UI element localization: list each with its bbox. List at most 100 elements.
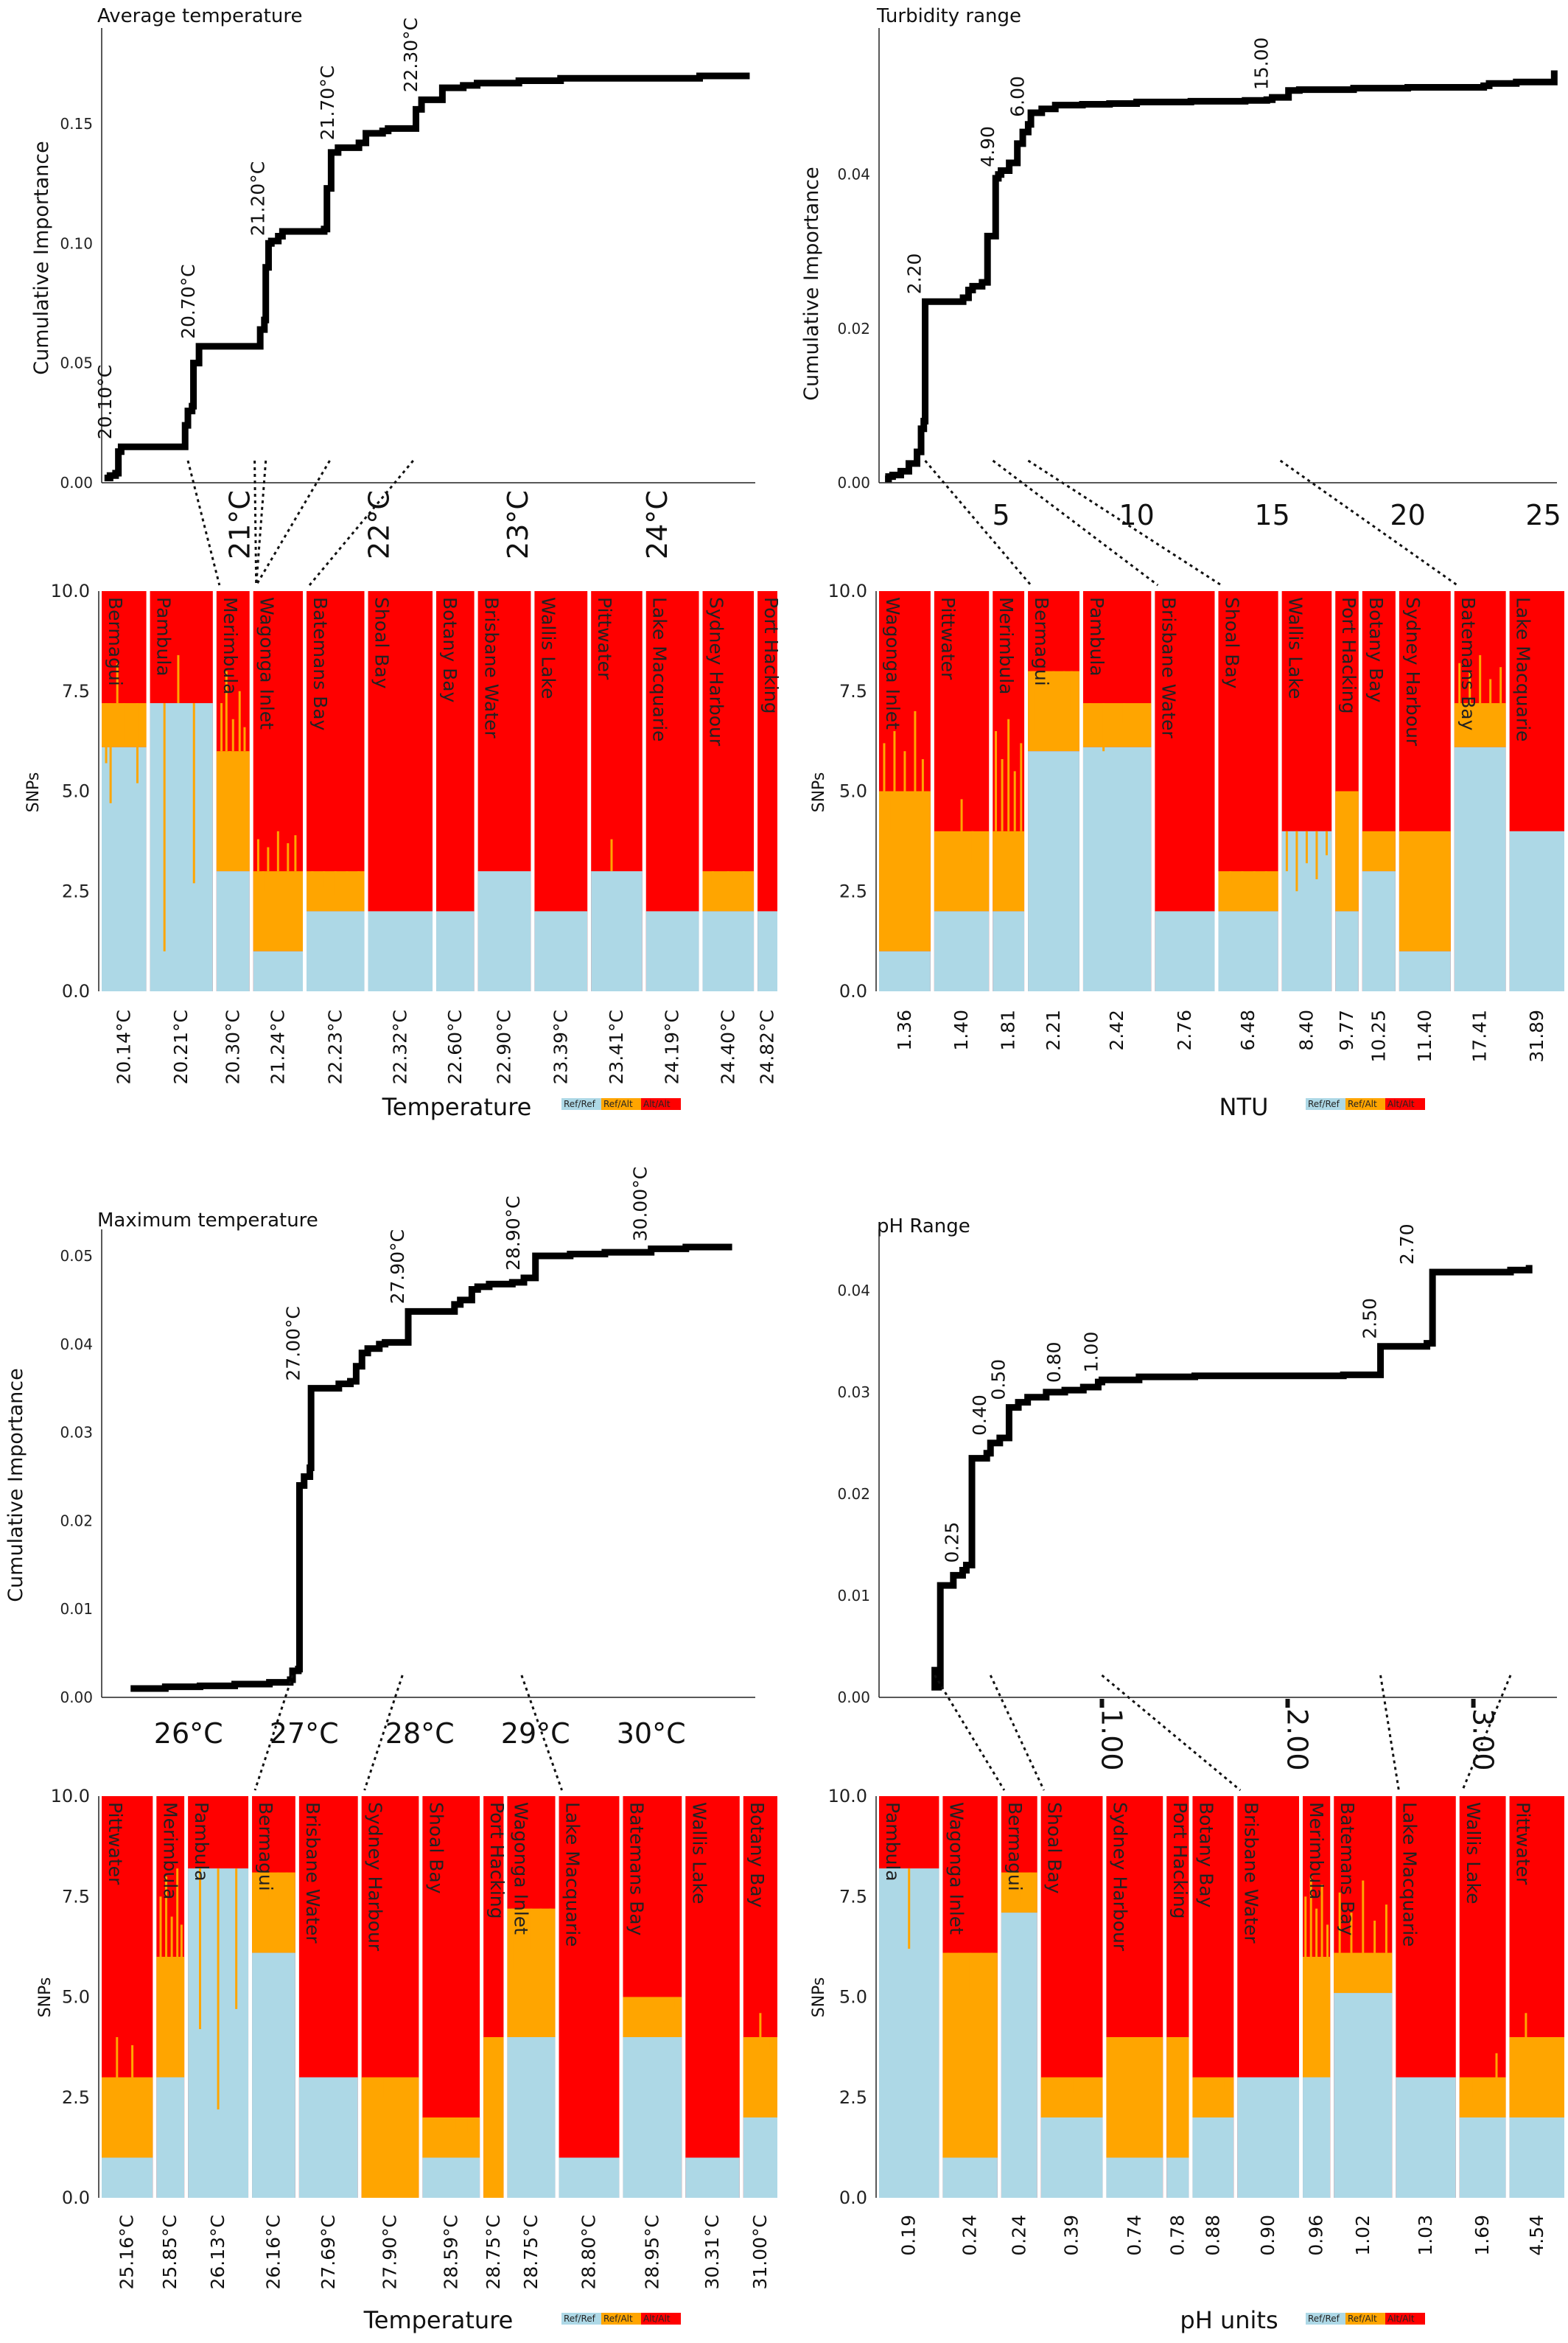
site-value-label: 0.24 [1008,2215,1029,2256]
site-name-label: Merimbula [159,1802,181,1900]
snp-y-tick-label: 10.0 [51,1786,90,1806]
ref-ref-segment [156,2077,185,2198]
threshold-label: 0.80 [1043,1341,1065,1383]
site-bar-bermagui: Bermagui 26.16°C [252,1796,295,2290]
threshold-label: 20.10°C [94,365,116,440]
site-value-label: 10.25 [1368,1010,1389,1063]
site-bar-pambula: Pambula 20.21°C [150,591,213,1085]
ref-ref-segment [1509,831,1564,991]
ref-ref-segment [1454,747,1506,991]
threshold-label: 20.70°C [178,264,199,339]
snp-y-tick-label: 0.0 [839,981,867,1002]
site-value-label: 28.75°C [520,2215,542,2290]
legend-label: Ref/Ref [1308,2314,1340,2324]
y-tick-label: 0.00 [60,474,93,492]
site-value-label: 27.69°C [318,2215,339,2290]
site-bar-pittwater: Pittwater 23.41°C [591,591,643,1085]
ref-ref-segment [1237,2077,1300,2198]
site-name-label: Lake Macquarie [649,597,671,741]
y-tick-label: 0.10 [60,234,93,252]
site-value-label: 31.89 [1526,1010,1547,1063]
site-value-label: 0.74 [1124,2215,1145,2256]
ref-ref-segment [993,911,1025,991]
site-bar-batemans-bay: Batemans Bay 1.02 [1334,1796,1393,2256]
threshold-label: 4.90 [977,126,998,167]
site-value-label: 1.69 [1471,2215,1493,2256]
site-name-label: Wallis Lake [1463,1802,1484,1904]
y-tick-label: 0.04 [837,166,870,184]
ref-alt-segment [216,751,250,872]
ref-alt-segment [361,2077,419,2198]
cumulative-importance-line [931,1265,1533,1691]
ref-ref-segment [623,2037,682,2198]
ref-ref-segment [216,871,250,991]
threshold-connector [1027,459,1222,587]
legend-swatch [561,1098,601,1110]
site-name-label: Lake Macquarie [1513,597,1534,741]
threshold-label: 0.40 [969,1394,990,1436]
ref-ref-segment [422,2157,480,2198]
snp-y-tick-label: 7.5 [62,1886,90,1907]
x-tick-label: 1.00 [1095,1708,1127,1771]
site-value-label: 1.81 [998,1010,1019,1051]
threshold-connector [989,1675,1046,1791]
site-value-label: 1.02 [1352,2215,1373,2256]
chart-title: Maximum temperature [97,1209,318,1232]
legend-label: Ref/Alt [1348,1099,1377,1109]
ref-alt-segment [934,831,990,912]
y-tick-label: 0.05 [60,1247,93,1265]
legend-swatch [561,2313,601,2325]
site-value-label: 31.00°C [749,2215,771,2290]
site-bar-sydney-harbour: Sydney Harbour 11.40 [1399,591,1451,1063]
threshold-label: 1.00 [1080,1332,1102,1373]
threshold-connector [992,459,1159,587]
ref-ref-segment [1334,1993,1393,2198]
site-value-label: 26.16°C [262,2215,284,2290]
site-bar-shoal-bay: Shoal Bay 0.39 [1040,1796,1103,2256]
ref-ref-segment [757,911,777,991]
ref-ref-segment [1335,911,1359,991]
site-value-label: 25.85°C [159,2215,181,2290]
ref-ref-segment [102,747,147,991]
site-bar-bermagui: Bermagui 0.24 [1001,1796,1037,2256]
site-bar-pittwater: Pittwater 1.40 [934,591,990,1051]
site-value-label: 28.95°C [641,2215,662,2290]
site-name-label: Batemans Bay [626,1802,647,1936]
legend-swatch [641,2313,681,2325]
site-bar-port-hacking: Port Hacking 28.75°C [483,1796,508,2290]
site-name-label: Shoal Bay [1221,597,1242,689]
x-tick-label: 21°C [224,490,256,559]
ref-ref-segment [559,2157,620,2198]
legend-label: Ref/Ref [564,1099,596,1109]
snp-y-tick-label: 7.5 [62,681,90,702]
site-value-label: 20.30°C [222,1010,243,1085]
site-value-label: 0.96 [1306,2215,1327,2256]
site-name-label: Sydney Harbour [1109,1802,1130,1952]
site-name-label: Botany Bay [1195,1802,1217,1908]
x-tick-label: 15 [1254,499,1289,531]
x-tick-label: 3.00 [1467,1708,1499,1771]
site-name-label: Brisbane Water [302,1802,323,1944]
ref-ref-segment [534,911,588,991]
ref-ref-segment [1155,911,1215,991]
site-value-label: 22.90°C [494,1010,515,1085]
snp-y-tick-label: 5.0 [839,1987,867,2008]
site-bar-shoal-bay: Shoal Bay 6.48 [1218,591,1278,1051]
snp-y-axis-label: SNPs [36,1977,55,2018]
ref-alt-segment [1166,2037,1189,2158]
ref-ref-segment [252,1952,295,2198]
y-tick-label: 0.04 [837,1282,870,1299]
ref-alt-segment [993,831,1025,912]
site-name-label: Batemans Bay [1457,597,1479,731]
site-name-label: Pambula [882,1802,903,1882]
ref-ref-segment [477,871,531,991]
site-bar-botany-bay: Botany Bay 0.88 [1192,1796,1234,2256]
ref-alt-segment [156,1957,185,2078]
threshold-connector [308,460,414,586]
site-name-label: Wallis Lake [537,597,559,699]
legend-swatch [641,1098,681,1110]
legend-label: Ref/Alt [603,2314,633,2324]
x-tick-label: 27°C [270,1717,339,1750]
site-name-label: Pambula [153,597,175,677]
y-tick-label: 0.00 [837,474,870,492]
